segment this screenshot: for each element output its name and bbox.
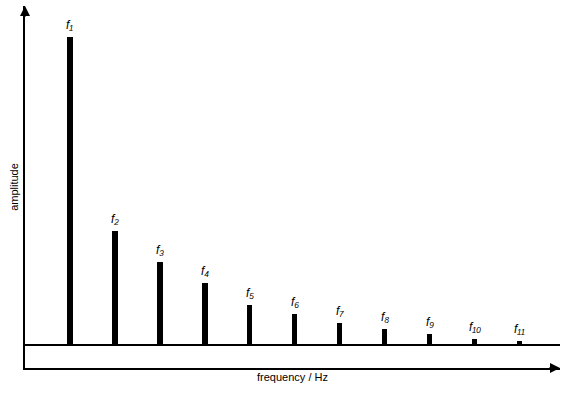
- svg-text:f₄: f₄: [201, 264, 209, 278]
- svg-text:f₉: f₉: [426, 315, 434, 329]
- svg-text:f₁: f₁: [66, 18, 73, 32]
- svg-text:f₅: f₅: [246, 286, 254, 300]
- svg-text:f₃: f₃: [156, 243, 164, 257]
- svg-text:frequency / Hz: frequency / Hz: [257, 371, 328, 383]
- svg-text:f₁₀: f₁₀: [469, 320, 481, 334]
- svg-text:f₁₁: f₁₁: [514, 322, 525, 336]
- svg-text:f₂: f₂: [111, 212, 119, 226]
- svg-text:f₆: f₆: [291, 295, 299, 309]
- svg-text:f₈: f₈: [381, 310, 389, 324]
- svg-text:f₇: f₇: [336, 304, 344, 318]
- svg-text:amplitude: amplitude: [8, 163, 20, 211]
